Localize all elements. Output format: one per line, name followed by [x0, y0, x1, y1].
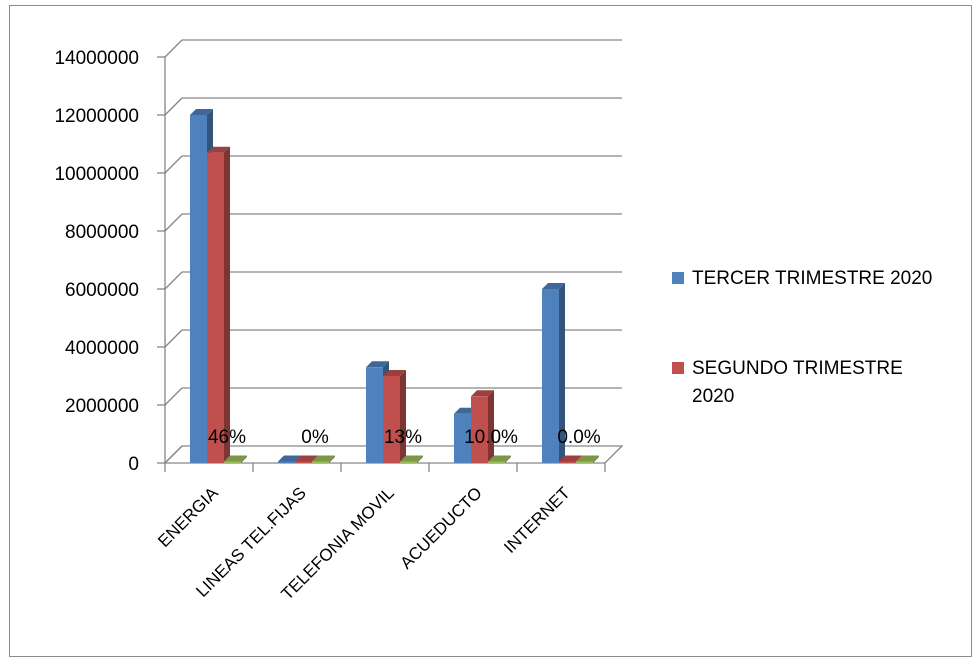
bar-side: [329, 455, 335, 463]
data-label: 0.0%: [557, 427, 600, 448]
y-tick-label: 0: [128, 454, 139, 475]
bar-side: [559, 283, 565, 463]
y-tick-label: 8000000: [65, 222, 139, 243]
bar-top: [312, 455, 335, 462]
bar: [400, 461, 417, 463]
data-label: 13%: [384, 427, 422, 448]
bar-top: [190, 109, 213, 115]
gridline-connector: [164, 213, 183, 232]
bar: [207, 152, 224, 463]
chart-frame: [9, 5, 972, 657]
gridline-connector: [164, 387, 183, 406]
bar: [471, 396, 488, 463]
bar-top: [207, 146, 230, 153]
bar-top: [224, 455, 247, 462]
gridline-connector: [164, 39, 183, 58]
category-label: ENERGIA: [154, 483, 222, 551]
bar-top: [471, 390, 494, 397]
bar-top: [542, 283, 565, 289]
bar-side: [417, 455, 423, 463]
data-label: 46%: [208, 427, 246, 448]
bar-side: [400, 370, 406, 463]
bar-top: [576, 455, 599, 462]
bar: [542, 289, 559, 463]
y-tick-label: 14000000: [54, 48, 139, 69]
bar-side: [224, 146, 230, 463]
bar: [366, 367, 383, 463]
bar-top: [295, 455, 318, 462]
bar-top: [366, 361, 389, 368]
bar-top: [400, 455, 423, 462]
bar-side: [505, 455, 511, 463]
bar: [278, 461, 295, 463]
bar: [383, 376, 400, 463]
bar-top: [278, 455, 301, 462]
category-label: ACUEDUCTO: [396, 483, 485, 572]
legend-swatch: [672, 272, 684, 284]
bar-side: [488, 390, 494, 463]
legend-label: SEGUNDO TRIMESTRE: [692, 358, 903, 379]
bar: [190, 115, 207, 463]
bar: [454, 413, 471, 463]
bar: [488, 461, 505, 463]
bar-top: [488, 455, 511, 462]
y-tick-label: 10000000: [54, 164, 139, 185]
bar-top: [383, 370, 406, 376]
category-label: INTERNET: [500, 483, 574, 557]
bar-side: [593, 455, 599, 463]
y-tick-label: 4000000: [65, 338, 139, 359]
y-tick-label: 12000000: [54, 106, 139, 127]
bars: [190, 109, 599, 463]
gridline-connector: [164, 329, 183, 348]
bar-top: [559, 455, 582, 462]
y-tick-label: 2000000: [65, 396, 139, 417]
y-axis-ticks: 0 2000000 4000000 6000000 8000000 10000000 120…: [54, 48, 139, 475]
bar-side: [241, 455, 247, 463]
data-label: 10.0%: [464, 427, 518, 448]
legend-swatch: [672, 362, 684, 374]
legend-label: 2020: [692, 386, 734, 407]
gridline-connector: [164, 155, 183, 174]
bar: [224, 461, 241, 463]
gridline-connector: [164, 97, 183, 116]
gridline-connector: [164, 271, 183, 290]
legend: TERCER TRIMESTRE 2020 SEGUNDO TRIMESTRE 20…: [672, 268, 932, 407]
legend-label: TERCER TRIMESTRE 2020: [692, 268, 932, 289]
data-label: 0%: [301, 427, 329, 448]
bar: [576, 461, 593, 463]
data-labels: 46% 0% 13% 10.0% 0.0%: [208, 427, 601, 448]
y-tick-label: 6000000: [65, 280, 139, 301]
bar: [295, 461, 312, 463]
bar: [312, 461, 329, 463]
bar: [559, 461, 576, 463]
